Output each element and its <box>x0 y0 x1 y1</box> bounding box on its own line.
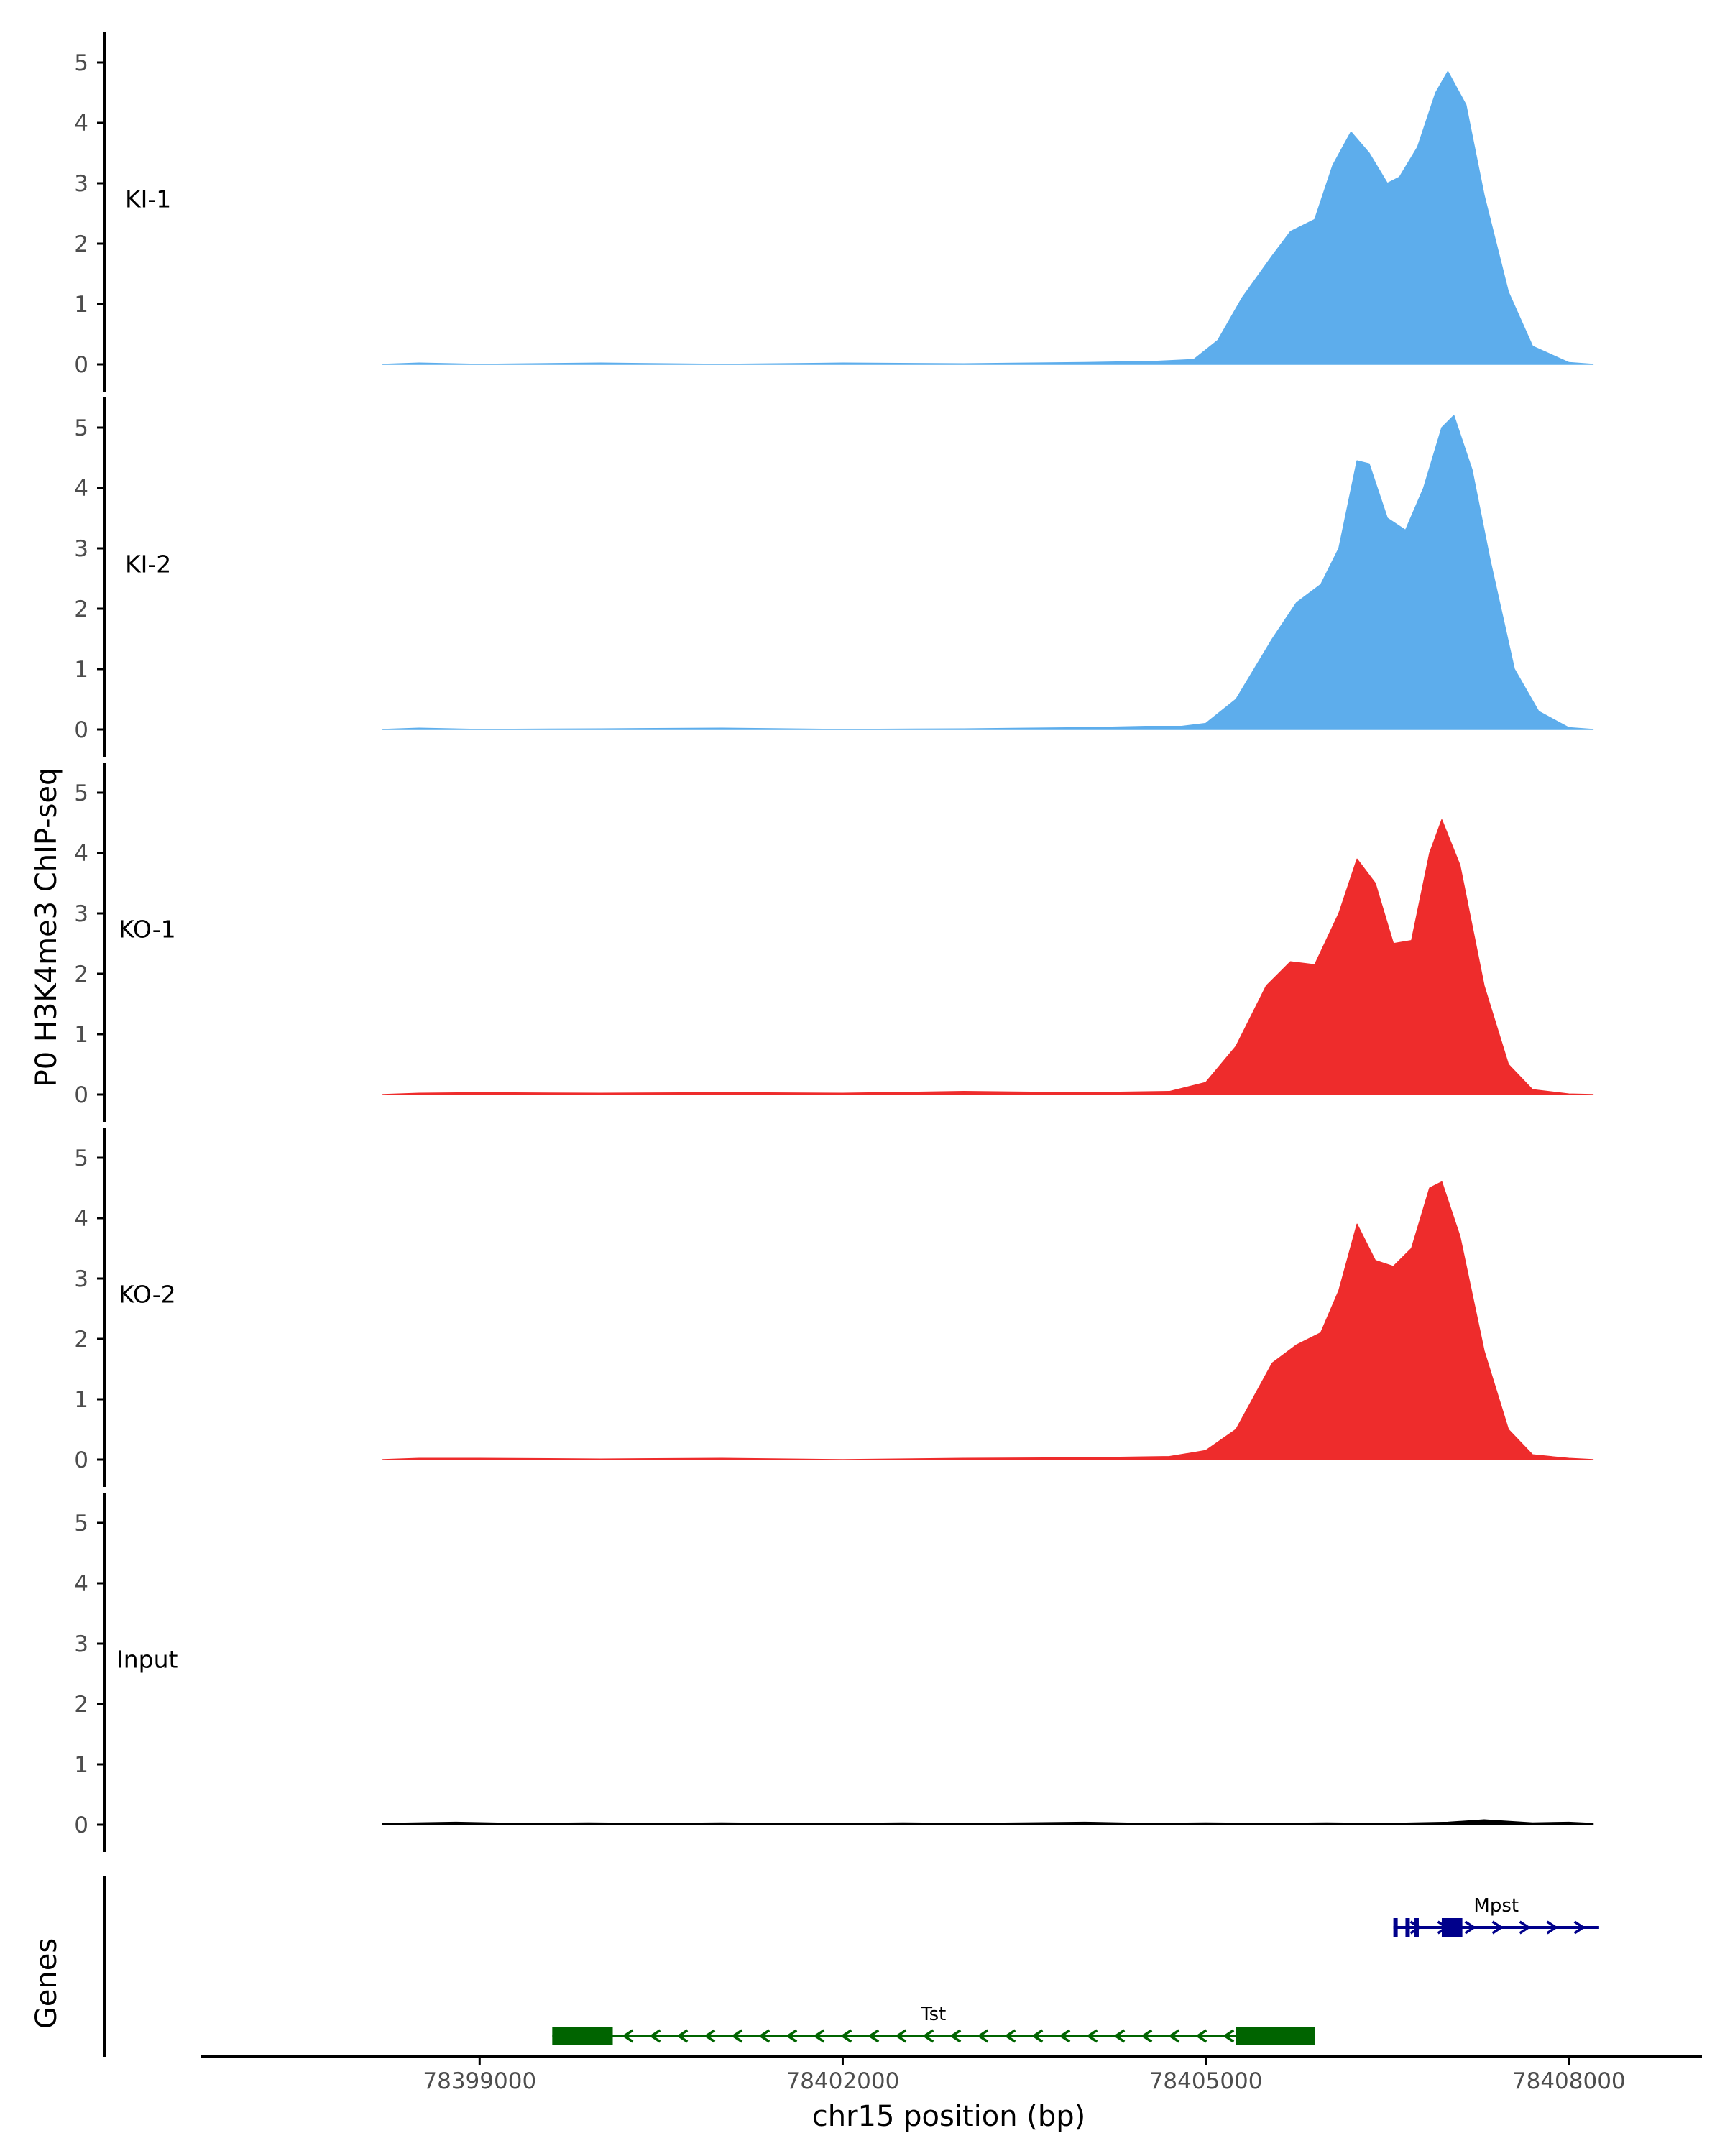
strand-arrow <box>1409 1920 1422 1935</box>
gene-name-label: Tst <box>920 2004 946 2025</box>
y-tick-label: 5 <box>74 1511 88 1537</box>
exon <box>552 2027 613 2045</box>
y-tick-label: 1 <box>74 292 88 318</box>
gene-annotation-track: Tst Mpst <box>103 1876 1599 2057</box>
track-panel-input: 0 1 2 3 4 5 Input <box>74 1493 1594 1852</box>
y-tick-label: 4 <box>74 841 88 867</box>
track-panel-ki-2: 0 1 2 3 4 5 KI-2 <box>74 397 1594 757</box>
x-tick-label: 78408000 <box>1512 2068 1626 2094</box>
x-tick-label: 78405000 <box>1149 2068 1263 2094</box>
exon <box>1441 1918 1463 1937</box>
y-tick-label: 1 <box>74 1022 88 1048</box>
strand-arrow <box>1059 2029 1071 2043</box>
y-tick-label: 2 <box>74 231 88 257</box>
strand-arrow <box>704 2029 716 2043</box>
signal-area-ki-1 <box>382 70 1594 365</box>
strand-arrow <box>676 2029 689 2043</box>
x-axis-title: chr15 position (bp) <box>812 2100 1086 2133</box>
strand-arrow <box>1141 2029 1153 2043</box>
y-tick-label: 2 <box>74 596 88 622</box>
strand-arrow <box>813 2029 825 2043</box>
strand-arrow <box>1113 2029 1126 2043</box>
strand-arrow <box>840 2029 852 2043</box>
strand-arrow <box>922 2029 934 2043</box>
strand-arrow <box>786 2029 798 2043</box>
gene-mpst: Mpst <box>1393 1895 1599 1937</box>
y-tick-label: 0 <box>74 1447 88 1473</box>
strand-arrow <box>1223 2029 1235 2043</box>
signal-area-ko-1 <box>382 819 1594 1095</box>
strand-arrow <box>1004 2029 1016 2043</box>
strand-arrow <box>1573 1920 1586 1935</box>
strand-arrow <box>1195 2029 1208 2043</box>
strand-arrow <box>731 2029 743 2043</box>
y-tick-label: 0 <box>74 1082 88 1108</box>
y-tick-label: 1 <box>74 1387 88 1413</box>
exon <box>1393 1918 1398 1937</box>
signal-area-ki-2 <box>382 415 1594 730</box>
strand-arrow <box>758 2029 770 2043</box>
y-tick-label: 3 <box>74 1631 88 1657</box>
strand-arrow <box>622 2029 634 2043</box>
x-tick-label: 78402000 <box>786 2068 900 2094</box>
strand-arrow <box>1086 2029 1098 2043</box>
y-tick-label: 1 <box>74 1752 88 1778</box>
y-tick-label: 0 <box>74 352 88 378</box>
y-tick-label: 4 <box>74 111 88 137</box>
exon <box>1405 1918 1410 1937</box>
track-panel-ko-2: 0 1 2 3 4 5 KO-2 <box>74 1128 1594 1487</box>
track-label-ki-2: KI-2 <box>125 550 171 579</box>
strand-arrow <box>868 2029 880 2043</box>
x-axis: 78399000 78402000 78405000 78408000 <box>201 2055 1702 2094</box>
y-tick-label: 3 <box>74 1266 88 1292</box>
y-tick-label: 5 <box>74 415 88 441</box>
y-tick-label: 1 <box>74 657 88 683</box>
y-tick-label: 0 <box>74 717 88 743</box>
track-label-ko-1: KO-1 <box>119 916 176 944</box>
strand-arrow <box>977 2029 989 2043</box>
track-panel-ko-1: 0 1 2 3 4 5 KO-1 <box>74 763 1594 1122</box>
gene-panel-title: Genes <box>30 1938 63 2029</box>
track-label-input: Input <box>116 1646 178 1674</box>
y-tick-label: 5 <box>74 1146 88 1171</box>
x-tick-label: 78399000 <box>423 2068 536 2094</box>
strand-arrow <box>1519 1920 1531 1935</box>
y-tick-label: 2 <box>74 1327 88 1353</box>
y-tick-label: 4 <box>74 1206 88 1232</box>
track-label-ki-1: KI-1 <box>125 185 171 213</box>
y-axis-title: P0 H3K4me3 ChIP-seq <box>30 768 63 1087</box>
y-tick-label: 2 <box>74 962 88 987</box>
y-tick-label: 3 <box>74 901 88 927</box>
signal-tracks: 0 1 2 3 4 5 KI-1 0 1 2 3 4 5 KI-2 0 1 2 3 4 5 KO-1 0 1 2 3 4 5 KO-2… <box>74 32 1594 1852</box>
strand-arrow <box>1491 1920 1504 1935</box>
track-label-ko-2: KO-2 <box>119 1281 176 1309</box>
y-tick-label: 2 <box>74 1692 88 1718</box>
exon <box>1236 2027 1315 2045</box>
gene-tst: Tst <box>552 2004 1315 2045</box>
signal-area-ko-2 <box>382 1181 1594 1460</box>
y-tick-label: 0 <box>74 1812 88 1838</box>
y-tick-label: 3 <box>74 536 88 562</box>
y-tick-label: 5 <box>74 50 88 76</box>
strand-arrow <box>1464 1920 1476 1935</box>
strand-arrow <box>895 2029 907 2043</box>
y-tick-label: 4 <box>74 1571 88 1597</box>
strand-arrow <box>1546 1920 1558 1935</box>
strand-arrow <box>649 2029 661 2043</box>
exon <box>1414 1918 1419 1937</box>
strand-arrow <box>1168 2029 1180 2043</box>
y-tick-label: 5 <box>74 780 88 806</box>
signal-area-input <box>382 1819 1594 1825</box>
track-panel-ki-1: 0 1 2 3 4 5 KI-1 <box>74 32 1594 392</box>
y-tick-label: 3 <box>74 171 88 197</box>
y-tick-label: 4 <box>74 476 88 502</box>
gene-name-label: Mpst <box>1473 1895 1519 1917</box>
strand-arrow <box>949 2029 962 2043</box>
strand-arrow <box>1031 2029 1044 2043</box>
